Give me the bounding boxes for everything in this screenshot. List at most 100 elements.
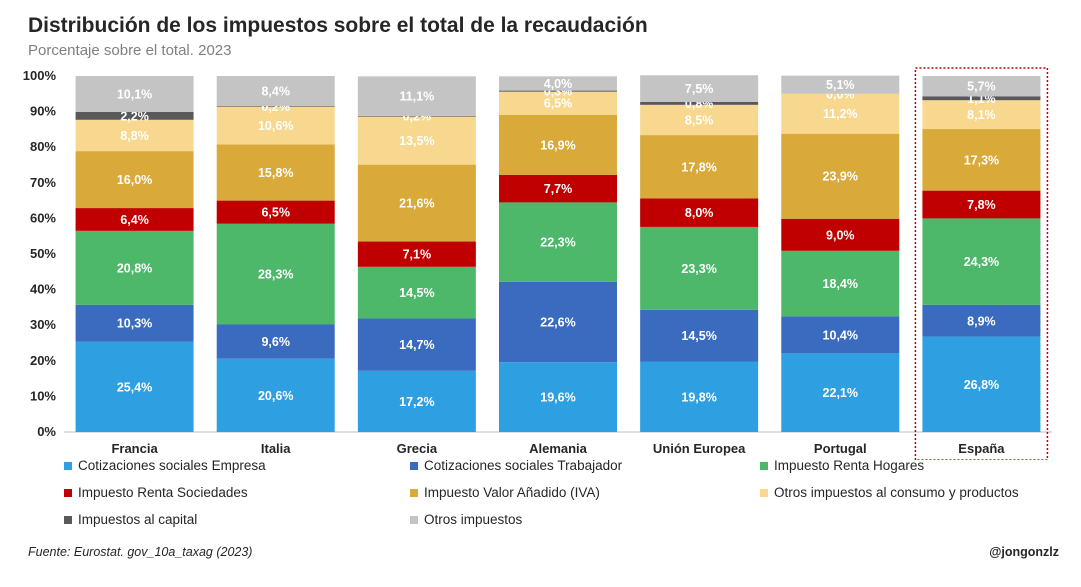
- legend-swatch: [64, 515, 72, 524]
- data-label: 8,5%: [685, 113, 714, 127]
- data-label: 22,1%: [823, 386, 858, 400]
- bar-segment: [922, 190, 1041, 219]
- bar-segment: [75, 76, 194, 112]
- bar-segment: [922, 304, 1041, 337]
- bar-segment: [357, 266, 476, 319]
- data-label: 22,3%: [540, 236, 575, 250]
- bar-segment: [922, 129, 1041, 191]
- data-label: 14,5%: [681, 329, 716, 343]
- bar-segment: [216, 144, 335, 201]
- data-label: 14,5%: [399, 286, 434, 300]
- bar-segment: [216, 76, 335, 106]
- data-label: 7,8%: [967, 198, 996, 212]
- category-label: Portugal: [814, 441, 867, 456]
- data-label: 5,7%: [967, 80, 996, 94]
- legend-label: Impuesto Renta Sociedades: [78, 485, 248, 500]
- y-tick-label: 60%: [30, 210, 56, 225]
- bar-segment: [781, 75, 900, 94]
- category-label: Italia: [261, 441, 291, 456]
- data-label: 16,9%: [540, 138, 575, 152]
- y-tick-label: 70%: [30, 175, 56, 190]
- legend-item: Cotizaciones sociales Empresa: [64, 458, 266, 473]
- legend-swatch: [410, 515, 418, 524]
- y-tick-label: 0%: [37, 424, 56, 439]
- bar-segment: [75, 111, 194, 120]
- legend-label: Impuesto Valor Añadido (IVA): [424, 485, 600, 500]
- bar-segment: [499, 91, 617, 115]
- y-tick-label: 100%: [23, 68, 57, 83]
- bar-segment: [499, 76, 617, 91]
- legend-item: Impuesto Renta Sociedades: [64, 485, 248, 500]
- data-label: 21,6%: [399, 197, 434, 211]
- data-label: 8,9%: [967, 314, 996, 328]
- data-label: 17,3%: [964, 153, 999, 167]
- bar-segment: [357, 116, 476, 165]
- data-label: 19,8%: [681, 390, 716, 404]
- bar-segment: [640, 198, 759, 227]
- bar-segment: [75, 119, 194, 152]
- y-tick-label: 20%: [30, 353, 56, 368]
- bar-segment: [75, 230, 194, 305]
- legend-swatch: [410, 488, 418, 497]
- data-label: 22,6%: [540, 315, 575, 329]
- y-tick-label: 80%: [30, 139, 56, 154]
- legend-swatch: [760, 461, 768, 470]
- bar-segment: [357, 115, 476, 117]
- bar-segment: [781, 316, 900, 354]
- data-label: 16,0%: [117, 173, 152, 187]
- y-tick-label: 90%: [30, 104, 56, 119]
- bar-segment: [216, 324, 335, 359]
- bar-segment: [922, 336, 1041, 432]
- legend-swatch: [760, 488, 768, 497]
- bar-segment: [357, 164, 476, 242]
- data-label: 7,1%: [403, 248, 432, 262]
- bar-segment: [499, 202, 617, 282]
- data-label: 7,5%: [685, 82, 714, 96]
- legend-label: Otros impuestos al consumo y productos: [774, 485, 1019, 500]
- bar-segment: [75, 341, 194, 432]
- category-label: Unión Europea: [653, 441, 746, 456]
- bar-segment: [357, 318, 476, 371]
- legend-label: Cotizaciones sociales Trabajador: [424, 458, 623, 473]
- bar-segment: [922, 76, 1041, 97]
- bar-segment: [781, 218, 900, 251]
- data-label: 28,3%: [258, 268, 293, 282]
- bar-segment: [922, 218, 1041, 305]
- legend-label: Impuestos al capital: [78, 512, 198, 527]
- data-label: 9,6%: [261, 335, 290, 349]
- data-label: 19,6%: [540, 391, 575, 405]
- y-tick-label: 30%: [30, 317, 56, 332]
- legend-swatch: [64, 488, 72, 497]
- bar-segment: [357, 76, 476, 116]
- bar-segment: [781, 93, 900, 134]
- bar-segment: [499, 174, 617, 203]
- legend-item: Impuesto Renta Hogares: [760, 458, 924, 473]
- data-label: 9,0%: [826, 228, 855, 242]
- y-tick-label: 40%: [30, 282, 56, 297]
- data-label: 8,4%: [261, 84, 290, 98]
- data-label: 6,5%: [261, 206, 290, 220]
- legend-item: Otros impuestos: [410, 512, 522, 527]
- data-label: 10,4%: [823, 328, 858, 342]
- author-credit: @jongonzlz: [989, 545, 1059, 559]
- data-label: 14,7%: [399, 338, 434, 352]
- legend-item: Otros impuestos al consumo y productos: [760, 485, 1019, 500]
- bar-segment: [75, 151, 194, 209]
- data-label: 26,8%: [964, 378, 999, 392]
- data-label: 10,1%: [117, 87, 152, 101]
- bar-segment: [216, 200, 335, 224]
- y-tick-label: 50%: [30, 246, 56, 261]
- bar-segment: [640, 309, 759, 362]
- bar-segment: [499, 114, 617, 175]
- data-label: 10,6%: [258, 119, 293, 133]
- data-label: 10,3%: [117, 317, 152, 331]
- legend-label: Impuesto Renta Hogares: [774, 458, 925, 473]
- category-label: Alemania: [529, 441, 588, 456]
- data-label: 6,5%: [544, 97, 573, 111]
- chart-title: Distribución de los impuestos sobre el t…: [28, 14, 648, 37]
- bar-segment: [922, 100, 1041, 130]
- data-label: 8,0%: [685, 206, 714, 220]
- bar-segment: [216, 358, 335, 432]
- highlight-box: [914, 67, 1049, 460]
- chart-subtitle: Porcentaje sobre el total. 2023: [28, 42, 232, 59]
